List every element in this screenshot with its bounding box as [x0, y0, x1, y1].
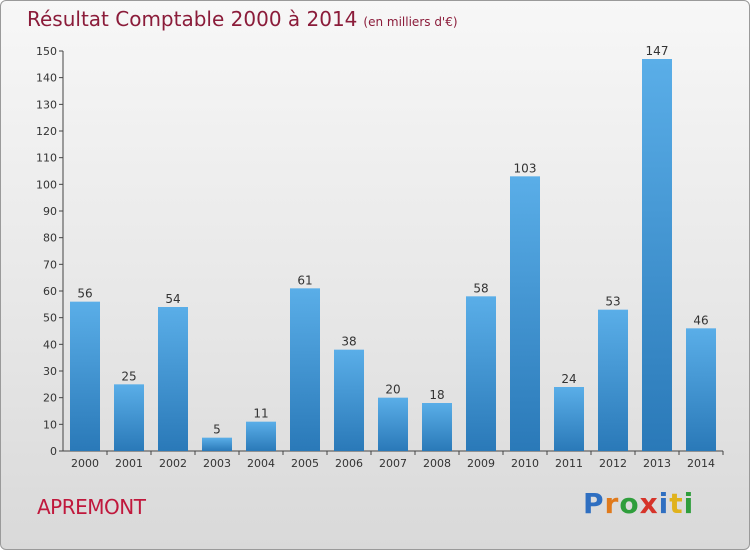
y-tick-label: 110 [36, 152, 57, 165]
x-tick-label: 2012 [599, 457, 627, 470]
x-tick-label: 2007 [379, 457, 407, 470]
data-label: 25 [121, 369, 136, 383]
y-tick-label: 140 [36, 72, 57, 85]
chart-title: Résultat Comptable 2000 à 2014 (en millie… [27, 7, 458, 31]
bars [70, 59, 716, 452]
y-tick-label: 10 [43, 418, 57, 431]
logo-letter: P [583, 487, 605, 520]
y-tick-label: 150 [36, 45, 57, 58]
axes: 0 10 20 30 40 50 60 70 80 90 100 110 120 130 140 150 200… [36, 45, 724, 470]
y-tick-label: 30 [43, 365, 57, 378]
commune-name: APREMONT [37, 495, 146, 519]
y-tick-label: 80 [43, 232, 57, 245]
x-tick-label: 2010 [511, 457, 539, 470]
bar [202, 437, 232, 451]
data-label: 38 [341, 335, 356, 349]
data-label: 46 [693, 313, 708, 327]
y-tick-label: 0 [50, 445, 57, 458]
chart-subtitle: (en milliers d'€) [363, 15, 458, 29]
logo-letter: i [658, 487, 670, 520]
data-label: 18 [429, 388, 444, 402]
bar [422, 403, 452, 451]
data-label: 5 [213, 423, 221, 437]
data-label: 147 [646, 44, 669, 58]
logo-letter: i [683, 487, 695, 520]
y-tick-label: 100 [36, 178, 57, 191]
bar [334, 349, 364, 451]
y-tick-label: 20 [43, 392, 57, 405]
x-tick-label: 2013 [643, 457, 671, 470]
bar [554, 387, 584, 451]
x-tick-label: 2011 [555, 457, 583, 470]
data-label: 103 [514, 161, 537, 175]
bar [290, 288, 320, 451]
logo-letter: o [619, 487, 640, 520]
data-label: 20 [385, 383, 400, 397]
data-label: 61 [297, 273, 312, 287]
y-tick-label: 70 [43, 258, 57, 271]
data-labels: 56 25 54 5 11 61 38 20 18 58 103 24 53 147 46 [77, 44, 708, 437]
x-tick-label: 2001 [115, 457, 143, 470]
y-tick-label: 50 [43, 312, 57, 325]
data-label: 58 [473, 281, 488, 295]
x-tick-label: 2009 [467, 457, 495, 470]
x-tick-label: 2014 [687, 457, 715, 470]
bar [598, 309, 628, 451]
y-tick-label: 120 [36, 125, 57, 138]
data-label: 53 [605, 295, 620, 309]
y-tick-label: 40 [43, 338, 57, 351]
bar [378, 397, 408, 451]
data-label: 54 [165, 292, 180, 306]
x-tick-label: 2002 [159, 457, 187, 470]
bar [158, 307, 188, 451]
bar [466, 296, 496, 451]
x-tick-label: 2005 [291, 457, 319, 470]
x-tick-label: 2003 [203, 457, 231, 470]
bar [246, 421, 276, 451]
bar [686, 328, 716, 451]
x-tick-label: 2000 [71, 457, 99, 470]
logo-letter: x [639, 487, 659, 520]
data-label: 11 [253, 407, 268, 421]
bar [642, 59, 672, 451]
data-label: 56 [77, 287, 92, 301]
x-tick-label: 2004 [247, 457, 275, 470]
bar [510, 176, 540, 452]
proxiti-logo: Proxiti [583, 487, 694, 520]
y-tick-label: 130 [36, 98, 57, 111]
logo-letter: t [669, 487, 684, 520]
bar [70, 301, 100, 451]
y-tick-label: 60 [43, 285, 57, 298]
data-label: 24 [561, 372, 576, 386]
x-tick-label: 2006 [335, 457, 363, 470]
y-tick-label: 90 [43, 205, 57, 218]
bar [114, 384, 144, 451]
logo-letter: r [604, 487, 620, 520]
x-tick-label: 2008 [423, 457, 451, 470]
